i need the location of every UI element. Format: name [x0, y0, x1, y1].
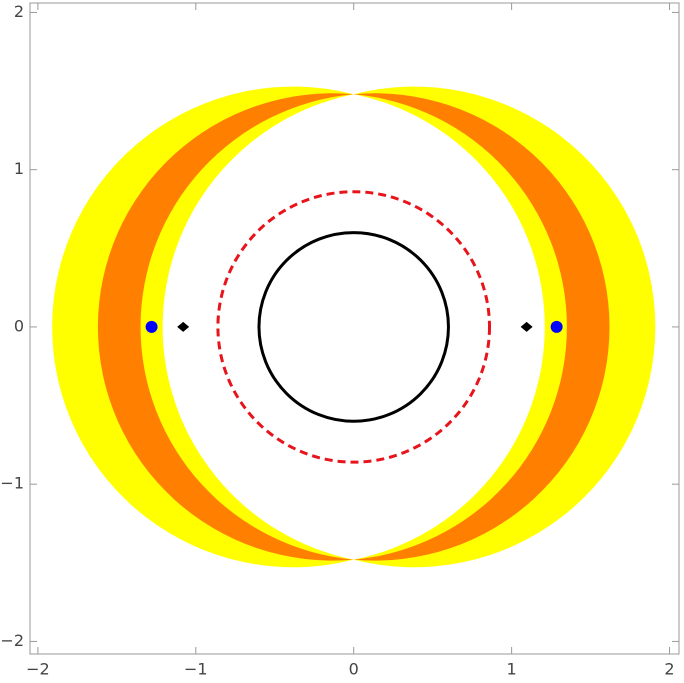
point — [145, 320, 158, 333]
crescent-band — [97, 93, 354, 561]
crescent-band — [52, 86, 354, 568]
frame — [29, 2, 680, 655]
crescent-band — [353, 93, 610, 561]
point — [550, 320, 563, 333]
crescent-band — [353, 86, 656, 568]
x-tick-label: 0 — [349, 660, 359, 679]
y-tick-label: 1 — [14, 159, 24, 178]
point — [520, 321, 533, 332]
x-tick-label: −1 — [184, 660, 208, 679]
x-tick-label: 2 — [664, 660, 674, 679]
y-tick-label: 2 — [14, 2, 24, 21]
circle — [216, 190, 492, 464]
x-tick-label: 1 — [507, 660, 517, 679]
x-tick-label: −2 — [26, 660, 50, 679]
y-tick-label: −2 — [0, 631, 24, 650]
point — [177, 321, 190, 332]
circle — [257, 231, 450, 423]
y-tick-label: 0 — [14, 316, 24, 335]
y-tick-label: −1 — [0, 474, 24, 493]
